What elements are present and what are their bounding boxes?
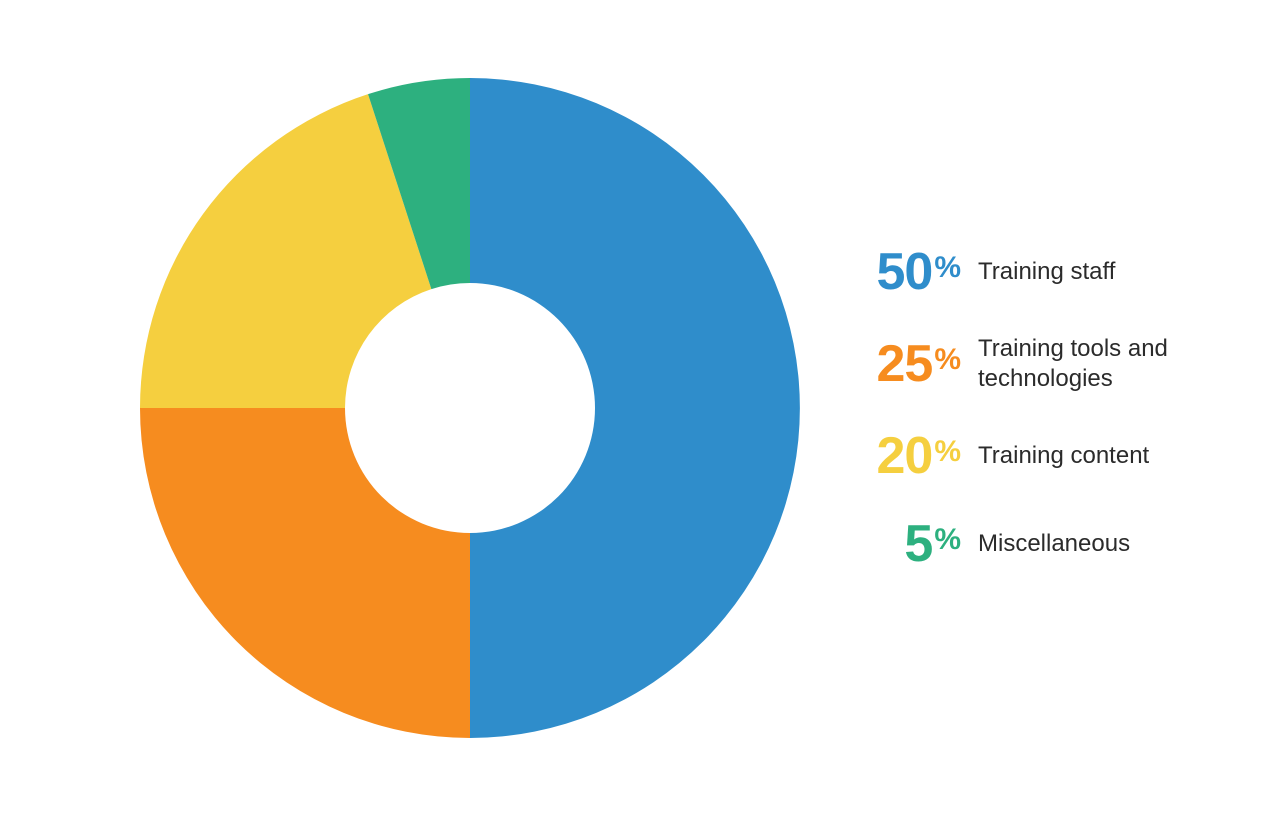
percent-icon: %	[934, 437, 960, 467]
legend-percent-number: 25	[876, 338, 932, 390]
legend-item-misc: 5% Miscellaneous	[870, 518, 1208, 570]
legend-label: Training content	[978, 441, 1149, 471]
legend-percent-number: 5	[904, 518, 932, 570]
legend-item-staff: 50% Training staff	[870, 246, 1208, 298]
donut-slice-staff	[470, 78, 800, 738]
donut-chart	[110, 48, 830, 768]
chart-container: 50% Training staff 25% Training tools and t…	[0, 0, 1278, 816]
legend-percent-number: 20	[876, 430, 932, 482]
donut-svg	[110, 48, 830, 768]
legend-percent: 20%	[870, 430, 960, 482]
donut-slice-tools	[140, 408, 470, 738]
legend-percent-number: 50	[876, 246, 932, 298]
legend-percent: 25%	[870, 338, 960, 390]
legend-item-tools: 25% Training tools and technologies	[870, 334, 1208, 394]
legend-label: Miscellaneous	[978, 529, 1130, 559]
percent-icon: %	[934, 345, 960, 375]
legend-percent: 50%	[870, 246, 960, 298]
legend-label: Training staff	[978, 257, 1115, 287]
percent-icon: %	[934, 253, 960, 283]
legend-item-content: 20% Training content	[870, 430, 1208, 482]
percent-icon: %	[934, 525, 960, 555]
legend-percent: 5%	[870, 518, 960, 570]
legend: 50% Training staff 25% Training tools and t…	[870, 246, 1248, 570]
legend-label: Training tools and technologies	[978, 334, 1208, 394]
